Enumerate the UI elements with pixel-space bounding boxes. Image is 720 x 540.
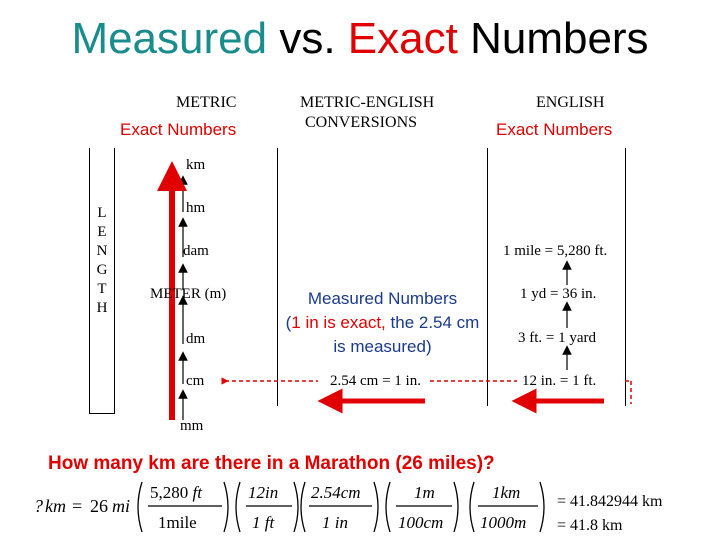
exact-part: 1 in is exact, xyxy=(291,313,386,332)
eq-f2-den: 1 ft xyxy=(252,513,275,532)
eq-equals: = xyxy=(72,496,82,516)
rule-mile: 1 mile = 5,280 ft. xyxy=(503,243,608,259)
measured-block: Measured Numbers (1 in is exact, the 2.5… xyxy=(280,287,485,359)
header-metric: METRIC xyxy=(176,94,237,111)
title-exact: Exact xyxy=(347,14,458,63)
header-metric-exact: Exact Numbers xyxy=(120,120,237,139)
unit-dm: dm xyxy=(186,331,206,347)
unit-cm: cm xyxy=(186,373,205,389)
unit-mm: mm xyxy=(180,418,204,434)
length-letter: E xyxy=(97,224,107,240)
eq-f4-num: 1m xyxy=(414,483,435,502)
eq-lhs-km: km xyxy=(45,496,66,516)
eq-f3-num: 2.54cm xyxy=(311,483,361,502)
header-english: ENGLISH xyxy=(536,94,605,111)
conversion-rule: 2.54 cm = 1 in. xyxy=(330,373,421,389)
eq-result-1: = 41.842944 km xyxy=(557,493,663,510)
eq-mi: mi xyxy=(112,496,130,516)
divider-far-right xyxy=(625,148,626,406)
eq-f1-num-value: 5,280 ft xyxy=(150,483,203,502)
length-letter: N xyxy=(96,243,108,259)
header-conversions-1: METRIC-ENGLISH xyxy=(300,94,435,111)
eq-question-mark: ? xyxy=(34,496,43,516)
eq-26: 26 xyxy=(90,496,108,516)
conversion-equation: ? km = 26 mi 5,280 ft 1mile 12in 1 ft 2.… xyxy=(34,481,663,534)
header-conversions-2: CONVERSIONS xyxy=(305,114,418,131)
length-box-left-ext xyxy=(89,148,90,200)
unit-dam: dam xyxy=(183,243,209,259)
unit-meter: METER (m) xyxy=(150,286,227,302)
eq-f5-den: 1000m xyxy=(480,513,526,532)
length-letter: L xyxy=(97,205,107,221)
title-measured: Measured xyxy=(71,14,268,63)
eq-f4-den: 100cm xyxy=(398,513,443,532)
slide-title: Measured vs. Exact Numbers xyxy=(0,14,720,64)
eq-f1-den-value: 1mile xyxy=(158,513,197,532)
length-letter: H xyxy=(96,300,108,316)
length-letter: G xyxy=(96,262,108,278)
unit-km: km xyxy=(186,157,206,173)
rule-feet: 3 ft. = 1 yard xyxy=(518,330,597,346)
length-box-right-ext xyxy=(114,148,115,200)
header-english-exact: Exact Numbers xyxy=(496,120,613,139)
length-letter: T xyxy=(97,281,107,297)
measured-heading: Measured Numbers xyxy=(307,289,458,308)
eq-f2-num: 12in xyxy=(248,483,278,502)
title-numbers: Numbers xyxy=(457,14,649,63)
question: How many km are there in a Marathon (26 … xyxy=(48,453,495,474)
measured-part: the 2.54 cm is measured xyxy=(333,313,480,356)
measured-note: (1 in is exact, the 2.54 cm is measured) xyxy=(285,313,480,356)
unit-hm: hm xyxy=(186,200,206,216)
rule-inches: 12 in. = 1 ft. xyxy=(522,373,597,389)
eq-f3-den: 1 in xyxy=(322,513,348,532)
eq-result-2: = 41.8 km xyxy=(557,517,623,534)
divider-right xyxy=(487,148,488,406)
length-box: L E N G T H xyxy=(89,200,115,414)
divider-left xyxy=(277,148,278,406)
title-vs: vs. xyxy=(267,14,348,63)
rule-yard: 1 yd = 36 in. xyxy=(520,286,597,302)
length-letters: L E N G T H xyxy=(90,200,114,318)
eq-f5-num: 1km xyxy=(492,483,520,502)
